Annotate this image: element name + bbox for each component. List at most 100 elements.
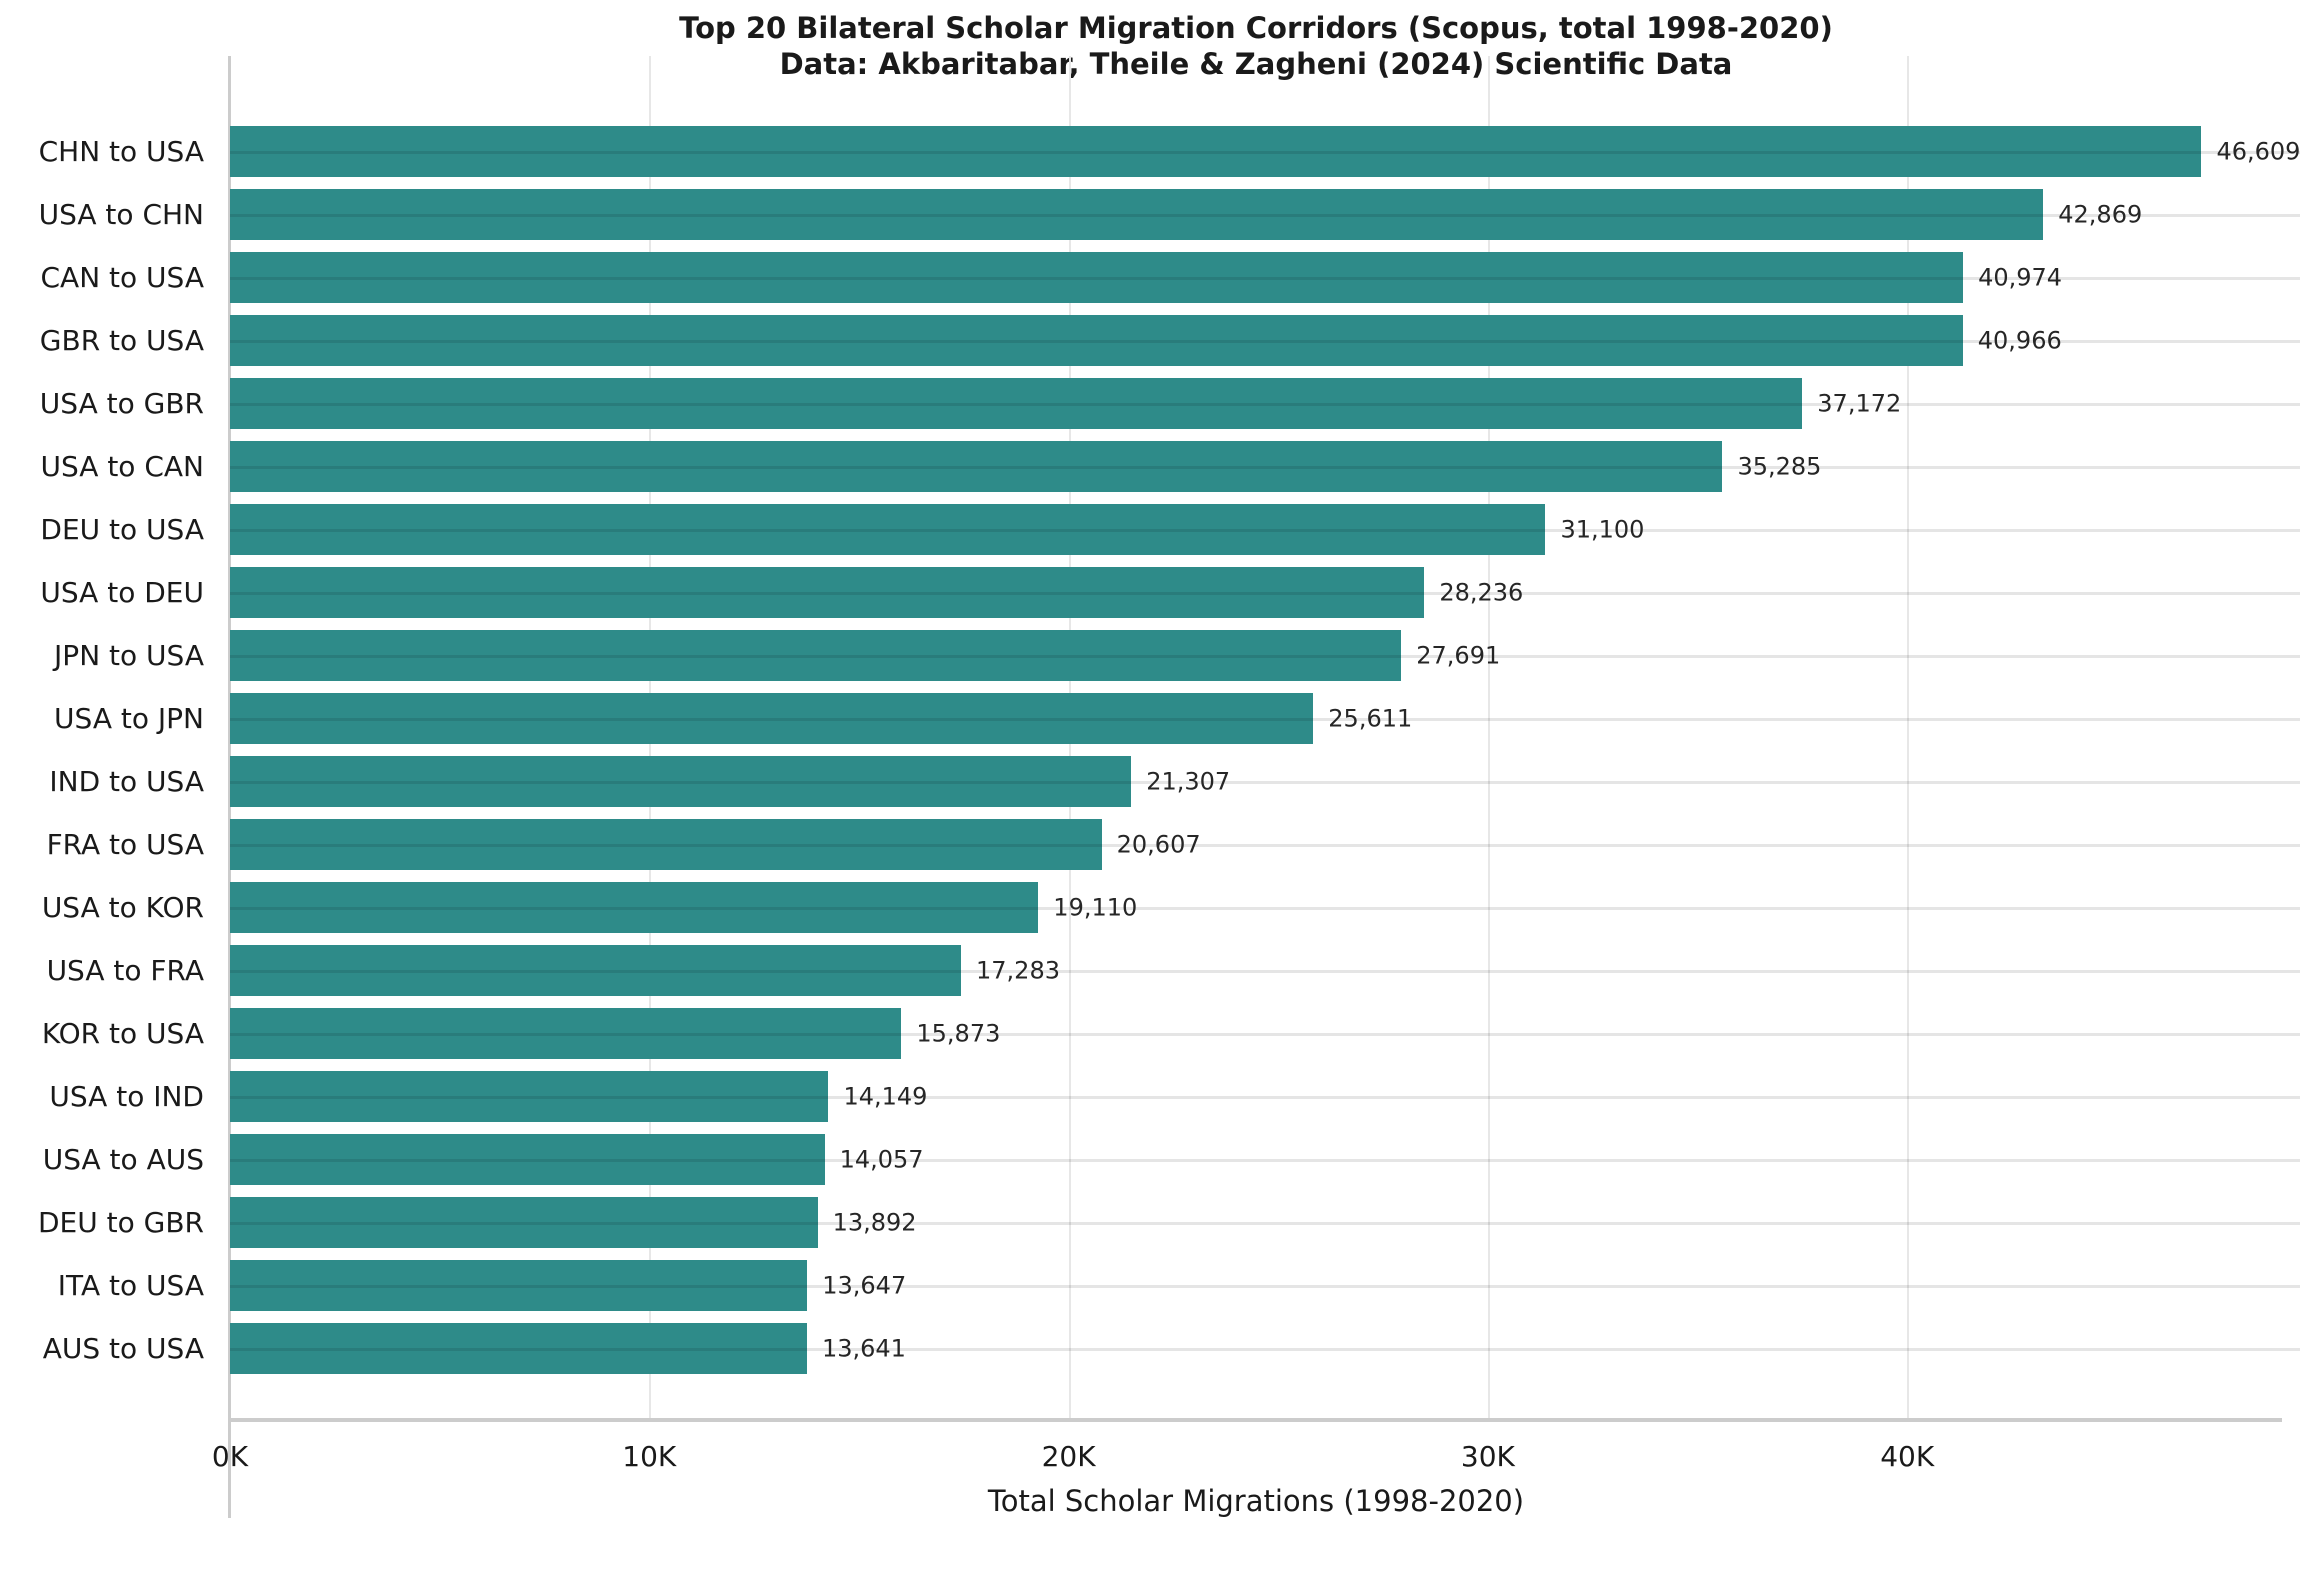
horizontal-gridline: [230, 969, 2300, 973]
bar-track: 46,609: [230, 120, 2300, 183]
bar-track: 25,611: [230, 687, 2300, 750]
y-tick-label: USA to CHN: [38, 198, 204, 231]
horizontal-gridline: [230, 717, 2300, 721]
bar: [230, 1008, 902, 1059]
y-tick-label: DEU to USA: [40, 513, 204, 546]
bar: [230, 441, 1723, 492]
bar-value-label: 28,236: [1439, 577, 1524, 606]
horizontal-gridline: [230, 780, 2300, 784]
bar-value-label: 40,974: [1978, 262, 2063, 291]
plot-area: CHN to USA 46,609 USA to CHN 42,869 CAN to U…: [0, 56, 2300, 1518]
bar-value-label: 25,611: [1328, 703, 1413, 732]
y-tick-label: JPN to USA: [54, 639, 204, 672]
bar: [230, 1260, 808, 1311]
bar: [230, 252, 1964, 303]
y-tick-label: ITA to USA: [57, 1269, 204, 1302]
horizontal-gridline: [230, 843, 2300, 847]
bar-track: 42,869: [230, 183, 2300, 246]
bar-row: USA to FRA 17,283: [0, 939, 2300, 1002]
bar-track: 40,974: [230, 246, 2300, 309]
y-axis-spine: [228, 56, 231, 1518]
y-tick-label: DEU to GBR: [37, 1206, 204, 1239]
y-tick-label: USA to GBR: [39, 387, 204, 420]
bar-value-label: 37,172: [1817, 388, 1902, 417]
y-tick-label: GBR to USA: [39, 324, 204, 357]
bar-row: USA to DEU 28,236: [0, 561, 2300, 624]
y-tick-label: CHN to USA: [38, 135, 204, 168]
x-tick-label: 30K: [1460, 1440, 1515, 1473]
bar-track: 15,873: [230, 1002, 2300, 1065]
y-tick-label: IND to USA: [49, 765, 204, 798]
bar-value-label: 17,283: [976, 955, 1060, 984]
bar: [230, 630, 1402, 681]
horizontal-gridline: [230, 339, 2300, 343]
bar-value-label: 13,892: [832, 1207, 917, 1236]
bar-value-label: 42,869: [2058, 199, 2143, 228]
bar-value-label: 40,966: [1977, 325, 2062, 354]
bar: [230, 1197, 818, 1248]
y-tick-label: FRA to USA: [46, 828, 204, 861]
bar-track: 37,172: [230, 372, 2300, 435]
bar-value-label: 20,607: [1116, 829, 1201, 858]
bar-rows: CHN to USA 46,609 USA to CHN 42,869 CAN to U…: [0, 120, 2300, 1380]
bar: [230, 945, 962, 996]
y-tick-label: USA to IND: [49, 1080, 204, 1113]
bar-value-label: 13,647: [822, 1270, 907, 1299]
horizontal-gridline: [230, 465, 2300, 469]
bar-track: 14,057: [230, 1128, 2300, 1191]
bar-track: 35,285: [230, 435, 2300, 498]
bar-track: 40,966: [230, 309, 2300, 372]
bar-value-label: 14,057: [839, 1144, 924, 1173]
bar-track: 31,100: [230, 498, 2300, 561]
horizontal-gridline: [230, 1284, 2300, 1288]
bar-row: DEU to GBR 13,892: [0, 1191, 2300, 1254]
bar-track: 13,647: [230, 1254, 2300, 1317]
bar: [230, 693, 1314, 744]
bar: [230, 1323, 807, 1374]
horizontal-gridline: [230, 528, 2300, 532]
bar-row: CAN to USA 40,974: [0, 246, 2300, 309]
bar-track: 13,892: [230, 1191, 2300, 1254]
bar-track: 21,307: [230, 750, 2300, 813]
horizontal-gridline: [230, 906, 2300, 910]
bar-track: 28,236: [230, 561, 2300, 624]
bar-row: USA to JPN 25,611: [0, 687, 2300, 750]
x-tick-label: 40K: [1880, 1440, 1935, 1473]
x-axis-label: Total Scholar Migrations (1998-2020): [987, 1484, 1525, 1518]
bar-value-label: 35,285: [1737, 451, 1822, 480]
bar-value-label: 31,100: [1560, 514, 1645, 543]
bar-value-label: 46,609: [2216, 136, 2300, 165]
x-tick-label: 0K: [211, 1440, 249, 1473]
bar-row: ITA to USA 13,647: [0, 1254, 2300, 1317]
bar-value-label: 14,149: [843, 1081, 928, 1110]
horizontal-gridline: [230, 150, 2300, 154]
y-tick-label: CAN to USA: [40, 261, 204, 294]
x-axis-ticks: 0K 10K 20K 30K 40K: [212, 1422, 2282, 1482]
y-tick-label: KOR to USA: [41, 1017, 204, 1050]
bar: [230, 882, 1039, 933]
horizontal-gridline: [230, 276, 2300, 280]
horizontal-gridline: [230, 654, 2300, 658]
horizontal-gridline: [230, 1158, 2300, 1162]
chart-title-block: Top 20 Bilateral Scholar Migration Corri…: [230, 10, 2282, 82]
horizontal-gridline: [230, 213, 2300, 217]
bar: [230, 315, 1963, 366]
y-tick-label: USA to KOR: [41, 891, 204, 924]
bar-row: CHN to USA 46,609: [0, 120, 2300, 183]
horizontal-gridline: [230, 1221, 2300, 1225]
bar-value-label: 21,307: [1146, 766, 1231, 795]
bar: [230, 567, 1425, 618]
bar-row: FRA to USA 20,607: [0, 813, 2300, 876]
bar-row: KOR to USA 15,873: [0, 1002, 2300, 1065]
bar-value-label: 27,691: [1416, 640, 1501, 669]
horizontal-gridline: [230, 1095, 2300, 1099]
bar: [230, 504, 1546, 555]
y-tick-label: USA to AUS: [42, 1143, 204, 1176]
x-tick-label: 20K: [1041, 1440, 1096, 1473]
bar-track: 17,283: [230, 939, 2300, 1002]
y-tick-label: USA to DEU: [40, 576, 204, 609]
y-tick-label: AUS to USA: [42, 1332, 204, 1365]
bar-row: USA to CHN 42,869: [0, 183, 2300, 246]
plot-top-padding: [0, 88, 2300, 120]
horizontal-gridline: [230, 591, 2300, 595]
